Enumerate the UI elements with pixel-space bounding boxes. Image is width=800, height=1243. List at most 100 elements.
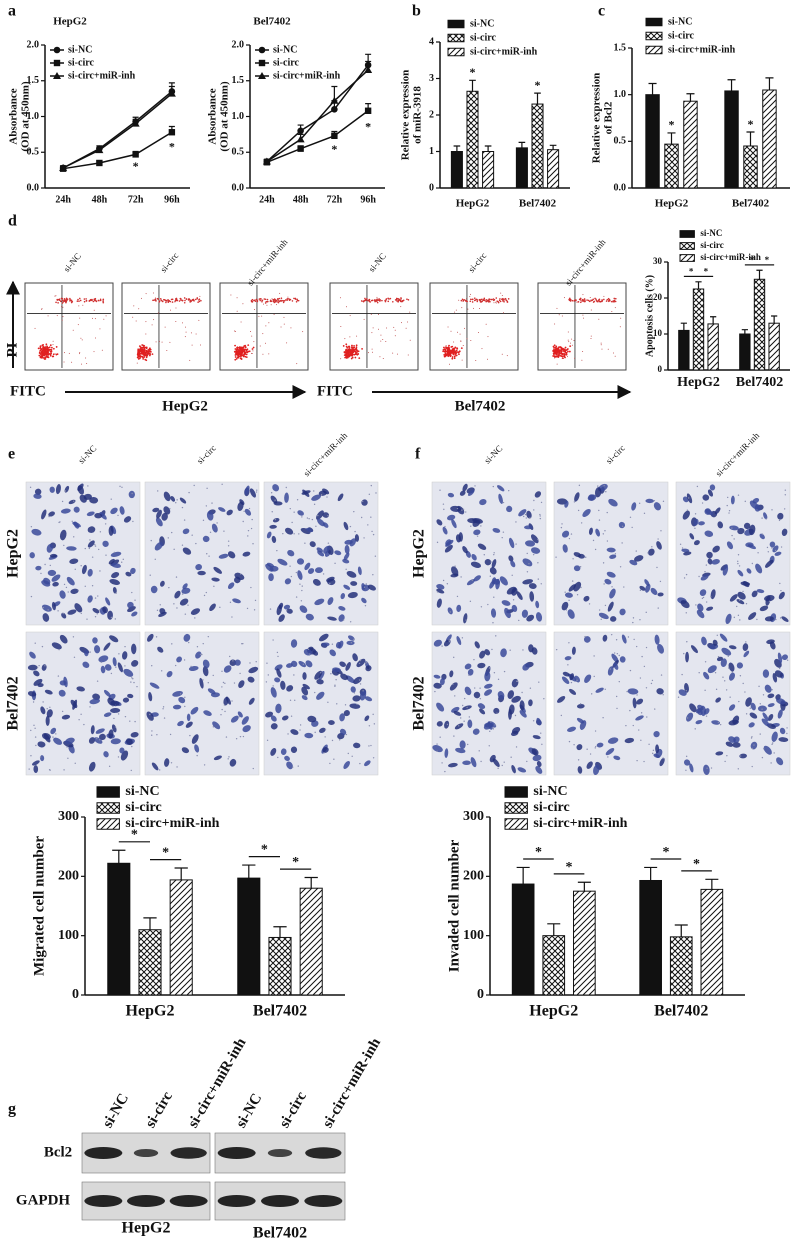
flow-dot [351,345,353,347]
flow-dot [467,338,468,339]
pore [297,499,298,500]
flow-dot [41,356,43,358]
flow-dot [562,353,564,355]
x-tick-label: Bel7402 [253,1003,307,1020]
pore [771,509,772,510]
pore [228,545,229,546]
pore [206,488,207,489]
flow-dot [573,340,574,341]
legend-label: si-circ [470,32,496,43]
pore [62,501,63,502]
pore [533,500,534,501]
bar [665,144,678,188]
flow-dot [395,335,396,336]
error-bar [695,282,701,289]
pore [437,542,438,543]
x-tick-label: HepG2 [456,198,490,210]
pore [291,716,292,717]
y-tick-label: 2 [429,109,434,120]
flow-dot [345,343,347,345]
flow-dot [447,350,449,352]
flow-dot [283,302,285,304]
blot-band [304,1195,342,1207]
y-axis-label: of miR-3918 [412,86,424,144]
pore [493,728,494,729]
pore [289,565,290,566]
pore [622,526,623,527]
flow-dot [344,357,346,359]
flow-dot [143,355,145,357]
pore [131,770,132,771]
pore [184,519,185,520]
flow-dot [487,359,488,360]
pore [131,746,132,747]
flow-dot [281,326,282,327]
condition-label: si-NC [76,443,98,465]
flow-dot [55,295,56,296]
bar [679,330,689,370]
pore [97,613,98,614]
pore [704,571,705,572]
pore [363,537,364,538]
pore [296,572,297,573]
pore [236,738,237,739]
pore [65,490,66,491]
blot-band [127,1195,165,1207]
pore [150,720,151,721]
pore [325,729,326,730]
pore [492,622,493,623]
error-bar [756,270,762,279]
bar [300,888,322,995]
pore [441,645,442,646]
pore [771,547,772,548]
pore [662,758,663,759]
flow-dot [84,298,86,300]
flow-dot [449,364,450,365]
pore [577,594,578,595]
flow-dot [78,324,79,325]
pore [437,591,438,592]
legend-swatch [448,20,464,28]
flow-dot [353,357,354,358]
flow-dot [242,354,244,356]
pore [189,735,190,736]
bar [754,279,764,370]
panel-label: g [8,1101,16,1118]
pore [515,543,516,544]
pore [131,493,132,494]
flow-dot [567,351,569,353]
flow-dot [354,357,356,359]
flow-dot [352,349,354,351]
pore [308,518,309,519]
flow-dot [137,353,139,355]
flow-dot [80,338,81,339]
y-tick-label: 100 [58,928,79,943]
flow-dot [46,345,47,346]
pore [654,500,655,501]
legend-swatch [646,32,662,40]
pore [204,764,205,765]
pore [737,561,738,562]
flow-dot [376,297,377,298]
flow-dot [568,341,569,342]
pore [193,485,194,486]
pore [37,667,38,668]
pore [461,509,462,510]
pore [248,530,249,531]
pore [453,657,454,658]
pore [761,708,762,709]
pore [484,554,485,555]
pore [686,612,687,613]
pore [196,755,197,756]
flow-dot [554,344,556,346]
pore [221,671,222,672]
pore [44,665,45,666]
pore [541,744,542,745]
pore [710,596,711,597]
flow-dot [162,342,163,343]
legend-label: si-NC [668,16,692,27]
flow-dot [71,362,72,363]
flow-dot [44,355,46,357]
pore [240,573,241,574]
flow-dot [475,360,476,361]
